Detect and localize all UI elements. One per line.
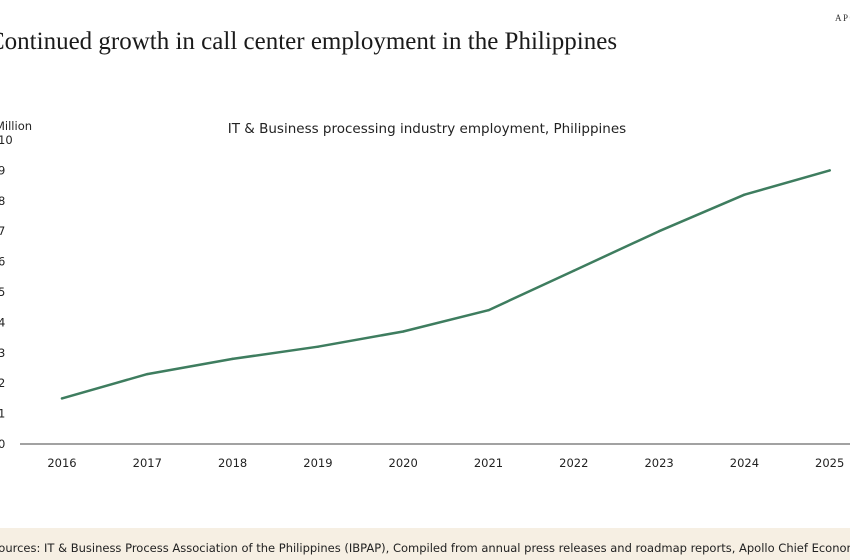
data-point (487, 309, 490, 312)
x-tick-label: 2022 (559, 456, 588, 470)
series-points (60, 169, 831, 400)
data-point (60, 397, 64, 400)
series-line-employment (60, 169, 831, 400)
y-tick-label: 10 (0, 133, 13, 147)
x-tick-label: 2016 (47, 456, 76, 470)
y-axis-ticks: 0 1 2 3 4 5 6 7 8 9 10 (0, 133, 13, 451)
x-tick-label: 2020 (389, 456, 418, 470)
y-tick-label: 4 (0, 315, 5, 329)
data-point (743, 193, 746, 196)
chart-title: IT & Business processing industry employ… (228, 121, 626, 137)
x-tick-label: 2023 (644, 456, 673, 470)
data-point (657, 230, 661, 233)
data-point (828, 169, 831, 172)
x-tick-label: 2021 (474, 456, 503, 470)
y-tick-label: 2 (0, 376, 5, 390)
data-point (402, 330, 405, 333)
y-tick-label: 7 (0, 224, 5, 238)
data-point (146, 372, 149, 376)
y-axis-label: Million (0, 119, 32, 133)
line-chart: IT & Business processing industry employ… (0, 119, 850, 470)
y-tick-label: 5 (0, 285, 5, 299)
data-point (572, 269, 575, 272)
x-tick-label: 2017 (133, 456, 162, 470)
x-tick-label: 2024 (730, 456, 759, 470)
data-point (316, 345, 320, 348)
x-tick-label: 2019 (303, 456, 332, 470)
y-tick-label: 8 (0, 194, 5, 208)
brand-logo: APOLLO (835, 13, 850, 23)
x-tick-label: 2018 (218, 456, 247, 470)
y-tick-label: 1 (0, 407, 5, 421)
source-note: Sources: IT & Business Process Associati… (0, 541, 850, 555)
y-tick-label: 6 (0, 255, 5, 269)
x-tick-label: 2025 (815, 456, 844, 470)
data-point (231, 357, 234, 361)
y-tick-label: 9 (0, 163, 5, 177)
y-tick-label: 3 (0, 346, 5, 360)
page-title: Continued growth in call center employme… (0, 28, 618, 55)
x-axis-ticks: 2016 2017 2018 2019 2020 2021 2022 2023 2024 2025 (47, 456, 844, 470)
y-tick-label: 0 (0, 437, 5, 451)
footer-bar (0, 528, 850, 560)
